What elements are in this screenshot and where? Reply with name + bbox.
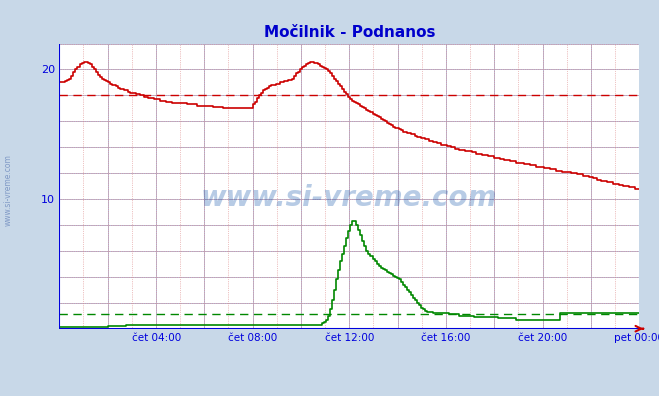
Title: Močilnik - Podnanos: Močilnik - Podnanos xyxy=(264,25,435,40)
Text: www.si-vreme.com: www.si-vreme.com xyxy=(3,154,13,226)
Text: www.si-vreme.com: www.si-vreme.com xyxy=(201,183,498,211)
